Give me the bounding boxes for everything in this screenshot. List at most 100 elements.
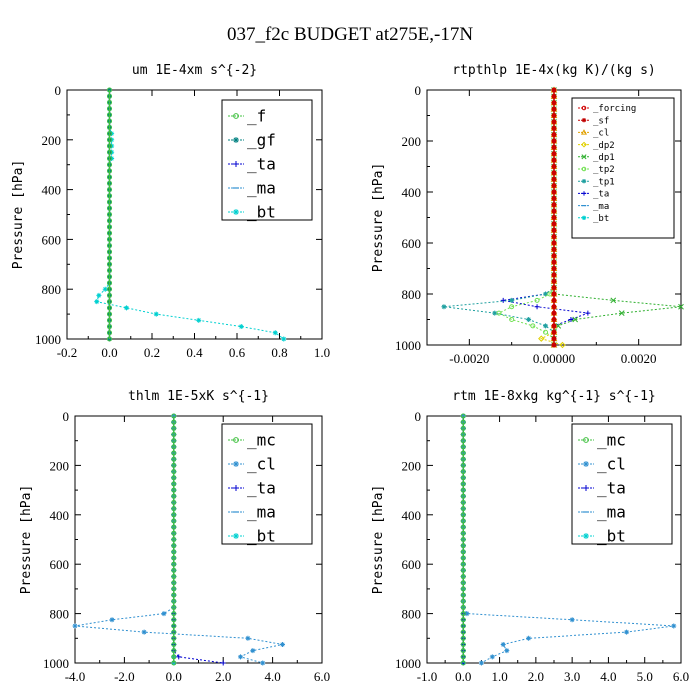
data-point (124, 305, 129, 311)
data-point (585, 310, 591, 316)
data-point (171, 660, 177, 666)
data-point (171, 506, 177, 512)
data-point (171, 462, 177, 468)
data-point (250, 648, 256, 654)
data-point (72, 623, 78, 629)
data-point (509, 304, 515, 310)
data-point (107, 93, 112, 99)
data-point (107, 149, 112, 155)
data-point (551, 285, 557, 291)
data-point (460, 604, 466, 610)
data-point (171, 586, 177, 592)
legend-label: _sf (593, 116, 609, 126)
data-point (500, 297, 506, 303)
legend-label: _ma (597, 503, 626, 522)
data-point (460, 493, 466, 499)
data-point (171, 555, 177, 561)
data-point (171, 592, 177, 598)
data-point (543, 329, 549, 335)
legend-label: _bt (597, 527, 626, 546)
data-point (460, 462, 466, 468)
data-point (171, 413, 177, 419)
panel-title: thlm 1E-5xK s^{-1} (128, 389, 269, 404)
data-point (107, 243, 112, 249)
data-point (107, 193, 112, 199)
legend-label: _gf (247, 131, 276, 150)
legend-label: _ma (247, 179, 276, 198)
data-point (551, 227, 557, 233)
y-tick-label: 0 (63, 409, 70, 424)
x-tick-label: 0.0 (455, 669, 471, 684)
data-point (551, 170, 557, 176)
legend-label: _tp1 (593, 177, 615, 187)
y-tick-label: 0 (415, 409, 422, 424)
x-tick-label: 0.0 (166, 669, 182, 684)
data-point (107, 286, 112, 292)
data-point (107, 280, 112, 286)
data-point (107, 112, 112, 118)
data-point (551, 144, 557, 150)
data-point (171, 537, 177, 542)
y-tick-label: 800 (50, 607, 70, 622)
data-point (171, 629, 177, 635)
series-mc (171, 413, 177, 666)
data-point (107, 274, 112, 280)
data-point (551, 215, 557, 220)
data-point (526, 317, 532, 322)
data-point (171, 499, 177, 505)
data-point (171, 475, 177, 481)
data-point (551, 132, 557, 138)
data-point (107, 292, 112, 298)
legend-label: _dp1 (593, 153, 615, 163)
data-point (460, 432, 466, 438)
series-line (497, 90, 555, 345)
data-point (171, 481, 177, 487)
data-point (171, 456, 177, 462)
data-point (551, 93, 557, 99)
data-point (460, 499, 466, 505)
x-tick-label: -2.0 (114, 669, 135, 684)
data-point (551, 87, 557, 93)
x-tick-label: 0.8 (271, 345, 287, 360)
data-point (171, 580, 177, 586)
data-point (171, 617, 177, 623)
data-point (671, 623, 677, 629)
data-point (551, 246, 557, 252)
data-point (492, 310, 498, 316)
data-point (171, 450, 177, 456)
legend: _forcing _sf _cl _dp2 _dp1 _tp2 _tp1 _ta _ma _bt (571, 97, 675, 239)
data-point (460, 635, 466, 641)
y-tick-label: 600 (402, 557, 422, 572)
data-point (460, 580, 466, 586)
data-point (171, 641, 177, 647)
data-point (551, 202, 557, 208)
data-point (171, 518, 177, 524)
data-point (534, 297, 540, 303)
data-point (171, 425, 177, 431)
x-tick-label: 0.4 (186, 345, 203, 360)
figure-title: 037_f2c BUDGET at275E,-17N (227, 24, 473, 45)
x-tick-label: 6.0 (314, 669, 330, 684)
x-tick-label: 1.0 (491, 669, 507, 684)
data-point (171, 438, 177, 444)
data-point (107, 268, 112, 274)
data-point (107, 205, 112, 211)
y-tick-label: 600 (402, 236, 422, 251)
legend-label: _cl (597, 455, 626, 474)
data-point (551, 291, 557, 297)
y-axis-label: Pressure [hPa] (19, 485, 34, 595)
panel-4: rtm 1E-8xkg kg^{-1} s^{-1} Pressure [hPa]… (371, 389, 689, 684)
y-tick-label: 1000 (395, 338, 421, 353)
legend-marker (581, 215, 587, 220)
y-tick-label: 0 (55, 83, 62, 98)
data-point (460, 623, 466, 629)
legend-box (221, 423, 313, 545)
panel-title: rtpthlp 1E-4x(kg K)/(kg s) (452, 63, 656, 78)
data-point (569, 617, 575, 623)
legend-marker (233, 209, 239, 215)
data-point (107, 168, 112, 174)
data-point (94, 299, 100, 305)
y-tick-label: 200 (50, 458, 70, 473)
legend-label: _ta (593, 190, 609, 200)
data-point (551, 317, 557, 322)
